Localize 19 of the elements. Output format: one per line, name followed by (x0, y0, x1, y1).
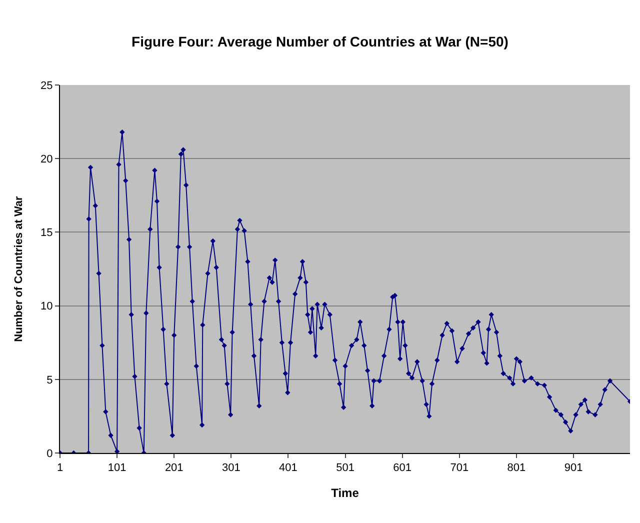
x-tick-label: 801 (507, 462, 526, 474)
x-tick-label: 901 (564, 462, 583, 474)
x-tick-label: 701 (450, 462, 469, 474)
y-tick-label: 0 (46, 448, 53, 460)
y-axis-title: Number of Countries at War (13, 195, 26, 342)
y-tick-label: 5 (46, 374, 53, 386)
x-tick-label: 401 (279, 462, 298, 474)
x-tick-label: 201 (164, 462, 184, 474)
x-tick-label: 601 (393, 462, 412, 474)
y-tick-label: 10 (40, 300, 53, 313)
x-tick-label: 101 (108, 462, 126, 474)
y-tick-label: 20 (40, 153, 53, 166)
y-tick-label: 25 (40, 80, 53, 92)
chart-title: Figure Four: Average Number of Countries at War (N=50) (132, 33, 508, 50)
x-tick-label: 501 (336, 462, 354, 474)
y-tick-label: 15 (40, 227, 53, 240)
x-axis-title: Time (331, 486, 360, 500)
x-tick-label: 301 (222, 462, 240, 474)
x-tick-label: 1 (56, 462, 64, 474)
